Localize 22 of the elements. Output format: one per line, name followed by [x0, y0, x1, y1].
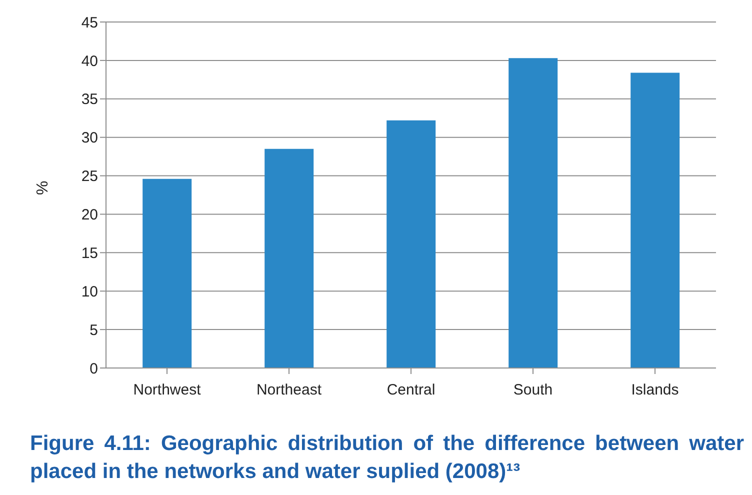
x-tick-label: South	[513, 382, 553, 399]
y-tick-label: 20	[81, 206, 98, 224]
x-tick-label: Northwest	[133, 382, 202, 399]
y-tick-label: 40	[81, 52, 98, 70]
y-tick-label: 35	[81, 91, 98, 108]
bar	[264, 148, 314, 368]
y-tick-label: 5	[90, 322, 98, 339]
y-tick-label: 30	[81, 130, 98, 147]
y-tick-label: 0	[90, 360, 98, 378]
bar	[630, 72, 680, 368]
bar	[508, 58, 558, 368]
x-tick-label: Central	[386, 382, 436, 399]
y-tick-label: 15	[81, 244, 98, 262]
y-tick-label: 10	[81, 283, 98, 300]
y-axis-title: %	[34, 180, 52, 195]
bar	[386, 120, 436, 368]
text: Figure 4.11: Geographic distribution of the difference between water placed in the networks and water suplied (2008)¹³	[30, 431, 744, 485]
x-tick-label: Islands	[631, 382, 679, 399]
bar	[142, 178, 192, 368]
y-tick-label: 25	[81, 168, 98, 186]
y-tick-label: 45	[81, 14, 98, 32]
x-tick-label: Northeast	[256, 382, 322, 399]
